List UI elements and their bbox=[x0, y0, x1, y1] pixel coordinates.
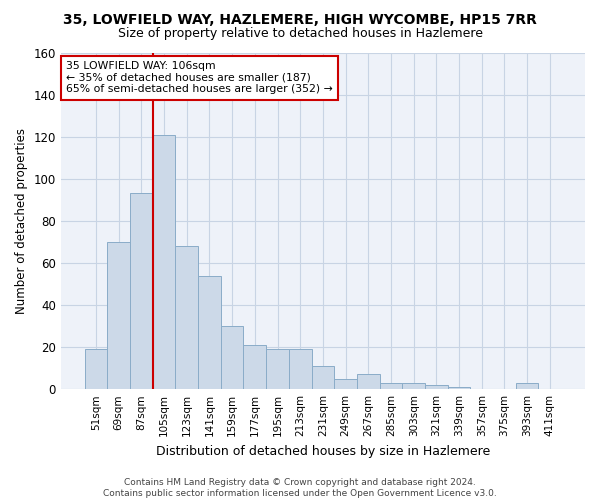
Bar bbox=[198, 276, 221, 389]
Bar bbox=[130, 194, 152, 389]
Bar bbox=[334, 378, 357, 389]
Text: Size of property relative to detached houses in Hazlemere: Size of property relative to detached ho… bbox=[118, 28, 482, 40]
Bar bbox=[311, 366, 334, 389]
Text: 35 LOWFIELD WAY: 106sqm
← 35% of detached houses are smaller (187)
65% of semi-d: 35 LOWFIELD WAY: 106sqm ← 35% of detache… bbox=[66, 61, 333, 94]
Bar bbox=[266, 349, 289, 389]
Text: Contains HM Land Registry data © Crown copyright and database right 2024.
Contai: Contains HM Land Registry data © Crown c… bbox=[103, 478, 497, 498]
Bar bbox=[516, 383, 538, 389]
Bar bbox=[380, 383, 403, 389]
Text: 35, LOWFIELD WAY, HAZLEMERE, HIGH WYCOMBE, HP15 7RR: 35, LOWFIELD WAY, HAZLEMERE, HIGH WYCOMB… bbox=[63, 12, 537, 26]
Bar bbox=[221, 326, 244, 389]
Bar bbox=[357, 374, 380, 389]
Bar bbox=[425, 385, 448, 389]
Bar bbox=[244, 345, 266, 389]
Bar bbox=[403, 383, 425, 389]
Y-axis label: Number of detached properties: Number of detached properties bbox=[15, 128, 28, 314]
X-axis label: Distribution of detached houses by size in Hazlemere: Distribution of detached houses by size … bbox=[156, 444, 490, 458]
Bar bbox=[175, 246, 198, 389]
Bar bbox=[289, 349, 311, 389]
Bar bbox=[85, 349, 107, 389]
Bar bbox=[448, 387, 470, 389]
Bar bbox=[152, 134, 175, 389]
Bar bbox=[107, 242, 130, 389]
